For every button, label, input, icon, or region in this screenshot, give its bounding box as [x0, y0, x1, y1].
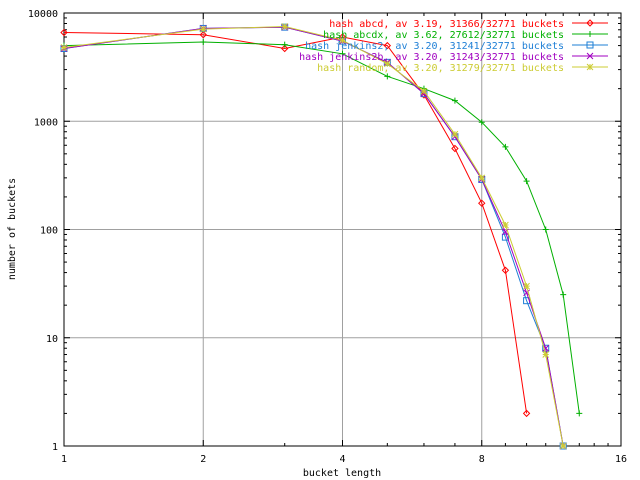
x-tick-label: 1	[61, 454, 67, 465]
point-marker-5-8	[478, 174, 486, 182]
point-marker-1-5	[383, 41, 392, 50]
point-marker-2-11	[542, 226, 549, 233]
point-marker-2-2	[200, 38, 207, 45]
point-marker-legend-4	[586, 52, 594, 60]
point-marker-5-7	[451, 130, 459, 138]
point-marker-2-4	[339, 50, 346, 57]
legend: hash abcd, av 3.19, 31366/32771 bucketsh…	[299, 19, 608, 74]
point-marker-2-8	[478, 119, 485, 126]
point-marker-1-9	[501, 266, 510, 274]
point-marker-1-8	[478, 199, 486, 207]
x-tick-label: 16	[615, 454, 627, 465]
point-marker-3-9	[501, 233, 509, 241]
series-2	[61, 38, 583, 417]
point-marker-legend-2	[587, 31, 593, 37]
y-tick-label: 10000	[28, 9, 58, 20]
point-marker-5-5	[383, 60, 391, 68]
point-marker-5-10	[523, 282, 530, 290]
axis-ticks: 1 2 4 8 16 1 10 100 1000 10000	[28, 9, 627, 465]
point-marker-2-13	[576, 410, 583, 417]
y-tick-label: 100	[40, 226, 58, 237]
series-5	[60, 23, 567, 450]
point-marker-5-2	[199, 25, 207, 33]
legend-label: hash abcdx, av 3.62, 27612/32771 buckets	[323, 30, 564, 41]
point-marker-legend-5	[586, 63, 594, 71]
series-group	[60, 23, 583, 450]
series-line-4	[63, 26, 564, 447]
point-marker-5-12	[559, 442, 567, 450]
point-marker-1-1	[60, 28, 68, 37]
grid	[64, 13, 621, 446]
x-tick-label: 4	[339, 454, 345, 465]
point-marker-5-4	[339, 36, 346, 44]
legend-label: hash jenkins2, av 3.20, 31241/32771 buck…	[305, 41, 564, 52]
point-marker-2-10	[523, 178, 530, 185]
point-marker-1-7	[451, 144, 459, 153]
series-4	[60, 23, 567, 450]
point-marker-1-10	[522, 409, 531, 418]
series-line-3	[63, 26, 564, 447]
point-marker-2-3	[281, 41, 288, 48]
point-marker-5-11	[542, 351, 550, 358]
point-marker-1-2	[199, 31, 207, 39]
point-marker-legend-3	[586, 41, 594, 49]
point-marker-5-1	[60, 44, 68, 51]
point-marker-2-7	[451, 97, 458, 104]
point-marker-5-3	[281, 23, 289, 30]
y-tick-label: 1000	[34, 117, 58, 128]
x-axis-label: bucket length	[303, 468, 381, 479]
x-tick-label: 2	[200, 454, 206, 465]
legend-label: hash jenkins2b, av 3.20, 31243/32771 buc…	[299, 52, 564, 63]
point-marker-2-5	[384, 73, 391, 80]
series-3	[60, 23, 567, 450]
legend-label: hash abcd, av 3.19, 31366/32771 buckets	[329, 19, 564, 30]
point-marker-2-12	[560, 291, 567, 298]
y-tick-label: 10	[46, 334, 58, 345]
y-axis-label: number of buckets	[7, 178, 18, 280]
point-marker-1-3	[280, 44, 289, 53]
point-marker-legend-1	[586, 19, 594, 27]
point-marker-3-11	[542, 344, 550, 352]
y-tick-label: 1	[52, 442, 58, 453]
point-marker-5-6	[420, 87, 428, 95]
point-marker-5-9	[502, 221, 509, 229]
series-line-1	[63, 32, 528, 414]
point-marker-2-9	[502, 143, 509, 150]
x-tick-label: 8	[479, 454, 485, 465]
legend-label: hash random, av 3.20, 31279/32771 bucket…	[317, 63, 564, 74]
series-1	[60, 28, 531, 418]
series-line-5	[63, 25, 564, 447]
